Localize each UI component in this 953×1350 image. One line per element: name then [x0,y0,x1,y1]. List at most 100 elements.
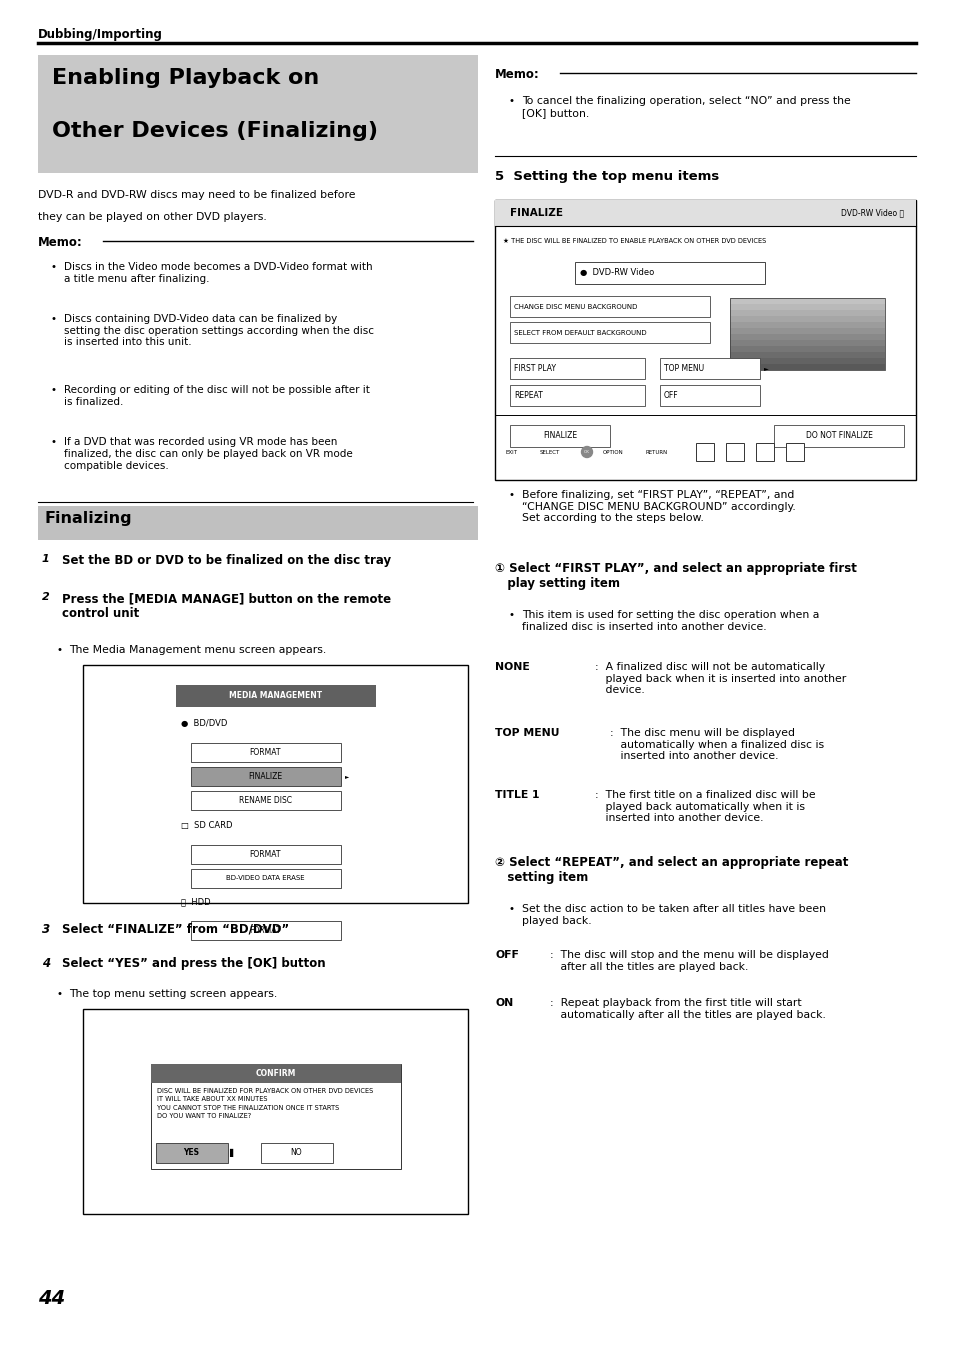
Text: RETURN: RETURN [644,450,666,455]
Bar [83,1008,468,1214]
Text: The Media Management menu screen appears.: The Media Management menu screen appears… [69,645,326,655]
Bar [495,200,915,481]
Text: ★ THE DISC WILL BE FINALIZED TO ENABLE PLAYBACK ON OTHER DVD DEVICES: ★ THE DISC WILL BE FINALIZED TO ENABLE P… [502,238,765,244]
Bar [151,1064,400,1169]
Text: Dubbing/Importing: Dubbing/Importing [38,28,163,40]
Bar [38,506,477,540]
Bar [729,358,884,364]
Text: RENAME DISC: RENAME DISC [239,796,292,805]
Bar [773,425,903,447]
Text: •: • [56,645,62,655]
Text: :  The disc will stop and the menu will be displayed
   after all the titles are: : The disc will stop and the menu will b… [550,950,828,972]
Bar [175,684,375,707]
Text: Press the [MEDIA MANAGE] button on the remote
control unit: Press the [MEDIA MANAGE] button on the r… [62,593,391,620]
Text: Finalizing: Finalizing [44,512,132,526]
Bar [729,328,884,333]
Text: :  The disc menu will be displayed
   automatically when a finalized disc is
   : : The disc menu will be displayed automa… [609,728,823,761]
Bar [191,869,340,888]
Circle shape [581,447,592,458]
Text: •: • [509,904,515,914]
Text: Before finalizing, set “FIRST PLAY”, “REPEAT”, and
“CHANGE DISC MENU BACKGROUND”: Before finalizing, set “FIRST PLAY”, “RE… [521,490,795,524]
Bar [83,666,468,903]
Text: FORMAT: FORMAT [250,850,281,859]
Bar [151,1064,400,1083]
Text: OPTION: OPTION [602,450,623,455]
Text: ►: ► [763,366,768,371]
Text: Other Devices (Finalizing): Other Devices (Finalizing) [52,122,377,140]
Text: □  SD CARD: □ SD CARD [180,821,232,830]
Text: ●  BD/DVD: ● BD/DVD [180,720,227,728]
Bar [510,358,644,379]
Bar [191,791,340,810]
Text: 44: 44 [38,1289,65,1308]
Bar [755,443,773,460]
Bar [191,743,340,761]
Text: TOP MENU: TOP MENU [663,364,703,373]
Bar [696,443,713,460]
Text: MEDIA MANAGEMENT: MEDIA MANAGEMENT [229,691,322,701]
Text: •: • [50,437,56,447]
Text: Discs containing DVD-Video data can be finalized by
setting the disc operation s: Discs containing DVD-Video data can be f… [64,315,374,347]
Text: FIRST PLAY: FIRST PLAY [514,364,556,373]
Bar [729,298,884,370]
Bar [495,200,915,225]
Text: :  Repeat playback from the first title will start
   automatically after all th: : Repeat playback from the first title w… [550,998,825,1019]
Text: FORMAT: FORMAT [250,926,281,936]
Text: NONE: NONE [495,662,529,672]
Bar [155,1143,227,1162]
Text: Memo:: Memo: [38,236,83,248]
Bar [659,358,760,379]
Text: TOP MENU: TOP MENU [495,728,558,738]
Bar [725,443,743,460]
Text: FINALIZE: FINALIZE [510,208,562,217]
Text: they can be played on other DVD players.: they can be played on other DVD players. [38,212,267,221]
Text: Enabling Playback on: Enabling Playback on [52,68,319,88]
Bar [729,352,884,358]
Text: ① Select “FIRST PLAY”, and select an appropriate first
   play setting item: ① Select “FIRST PLAY”, and select an app… [495,562,856,590]
Text: Set the disc action to be taken after all titles have been
played back.: Set the disc action to be taken after al… [521,904,825,926]
Text: :  A finalized disc will not be automatically
   played back when it is inserted: : A finalized disc will not be automatic… [595,662,845,695]
Text: Set the BD or DVD to be finalized on the disc tray: Set the BD or DVD to be finalized on the… [62,554,391,567]
Text: •: • [509,490,515,500]
Text: REPEAT: REPEAT [514,392,542,400]
Text: OK: OK [583,450,589,454]
Bar [729,298,884,304]
Bar [729,340,884,346]
Bar [191,845,340,864]
Text: :  The first title on a finalized disc will be
   played back automatically when: : The first title on a finalized disc wi… [595,790,815,824]
Bar [510,296,709,317]
Text: DVD-RW Video Ⓣ: DVD-RW Video Ⓣ [840,208,903,217]
Bar [729,333,884,340]
Text: This item is used for setting the disc operation when a
finalized disc is insert: This item is used for setting the disc o… [521,610,819,632]
Text: Recording or editing of the disc will not be possible after it
is finalized.: Recording or editing of the disc will no… [64,386,370,408]
Bar [38,55,477,173]
Bar [729,346,884,352]
Text: •: • [509,96,515,107]
Text: DISC WILL BE FINALIZED FOR PLAYBACK ON OTHER DVD DEVICES
IT WILL TAKE ABOUT XX M: DISC WILL BE FINALIZED FOR PLAYBACK ON O… [156,1088,373,1119]
Text: ▌: ▌ [230,1149,235,1157]
Text: ●  DVD-RW Video: ● DVD-RW Video [579,269,654,278]
Bar [510,323,709,343]
Text: SELECT: SELECT [539,450,559,455]
Text: ⓧ  HDD: ⓧ HDD [180,896,210,906]
Text: 3: 3 [42,923,51,936]
Bar [729,304,884,310]
Text: FINALIZE: FINALIZE [248,772,282,782]
Text: •: • [50,386,56,396]
Text: YES: YES [183,1149,199,1157]
Text: CONFIRM: CONFIRM [255,1069,295,1079]
Text: TITLE 1: TITLE 1 [495,790,539,801]
Text: Select “YES” and press the [OK] button: Select “YES” and press the [OK] button [62,957,325,971]
Bar [729,310,884,316]
Text: SELECT FROM DEFAULT BACKGROUND: SELECT FROM DEFAULT BACKGROUND [514,329,646,336]
Text: FINALIZE: FINALIZE [542,432,577,440]
Text: OFF: OFF [663,392,678,400]
Text: EXIT: EXIT [504,450,517,455]
Bar [191,921,340,940]
Text: ON: ON [495,998,513,1008]
Text: Memo:: Memo: [495,68,539,81]
Text: 2: 2 [42,593,50,602]
Text: To cancel the finalizing operation, select “NO” and press the
[OK] button.: To cancel the finalizing operation, sele… [521,96,850,117]
Text: Discs in the Video mode becomes a DVD-Video format with
a title menu after final: Discs in the Video mode becomes a DVD-Vi… [64,262,373,284]
Text: 5  Setting the top menu items: 5 Setting the top menu items [495,170,719,184]
